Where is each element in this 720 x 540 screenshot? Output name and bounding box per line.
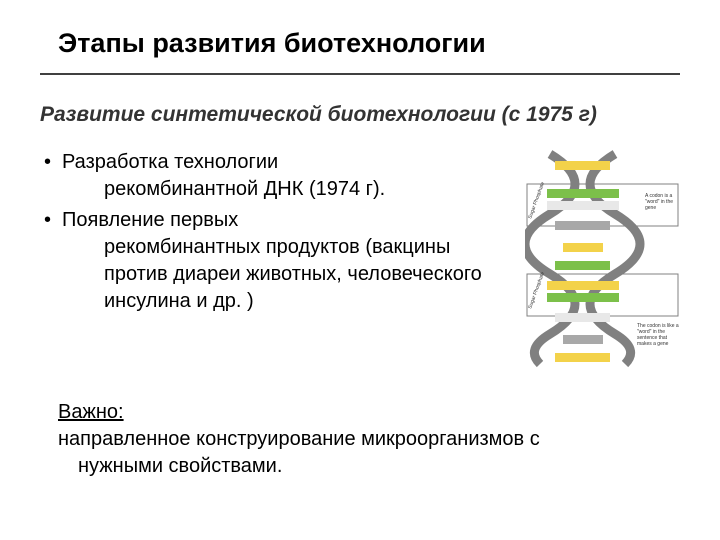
svg-text:gene: gene (645, 205, 656, 211)
bullet-lead: Появление первых (62, 209, 238, 231)
bullet-rest: рекомбинантных продуктов (вакцины против… (62, 234, 515, 315)
slide-title: Этапы развития биотехнологии (58, 28, 680, 59)
slide-subtitle: Развитие синтетической биотехнологии (с … (40, 103, 680, 127)
svg-text:Sugar Phosphate: Sugar Phosphate (527, 271, 546, 310)
list-item: Появление первых рекомбинантных продукто… (40, 207, 515, 315)
footer-block: Важно: направленное конструирование микр… (58, 399, 680, 480)
content-row: Разработка технологии рекомбинантной ДНК… (40, 149, 680, 369)
bullet-rest: рекомбинантной ДНК (1974 г). (62, 176, 515, 203)
bullet-lead: Разработка технологии (62, 151, 278, 173)
footer-text: направленное конструирование микрооргани… (58, 428, 540, 450)
footer-text-cont: нужными свойствами. (58, 453, 680, 480)
title-underline (40, 73, 680, 75)
dna-helix-icon: A codon is a "word" in the gene The codo… (525, 149, 680, 369)
svg-text:makes a gene: makes a gene (637, 341, 669, 347)
footer-label: Важно: (58, 401, 124, 423)
list-item: Разработка технологии рекомбинантной ДНК… (40, 149, 515, 203)
bullet-list: Разработка технологии рекомбинантной ДНК… (40, 149, 515, 369)
dna-diagram: A codon is a "word" in the gene The codo… (525, 149, 680, 369)
